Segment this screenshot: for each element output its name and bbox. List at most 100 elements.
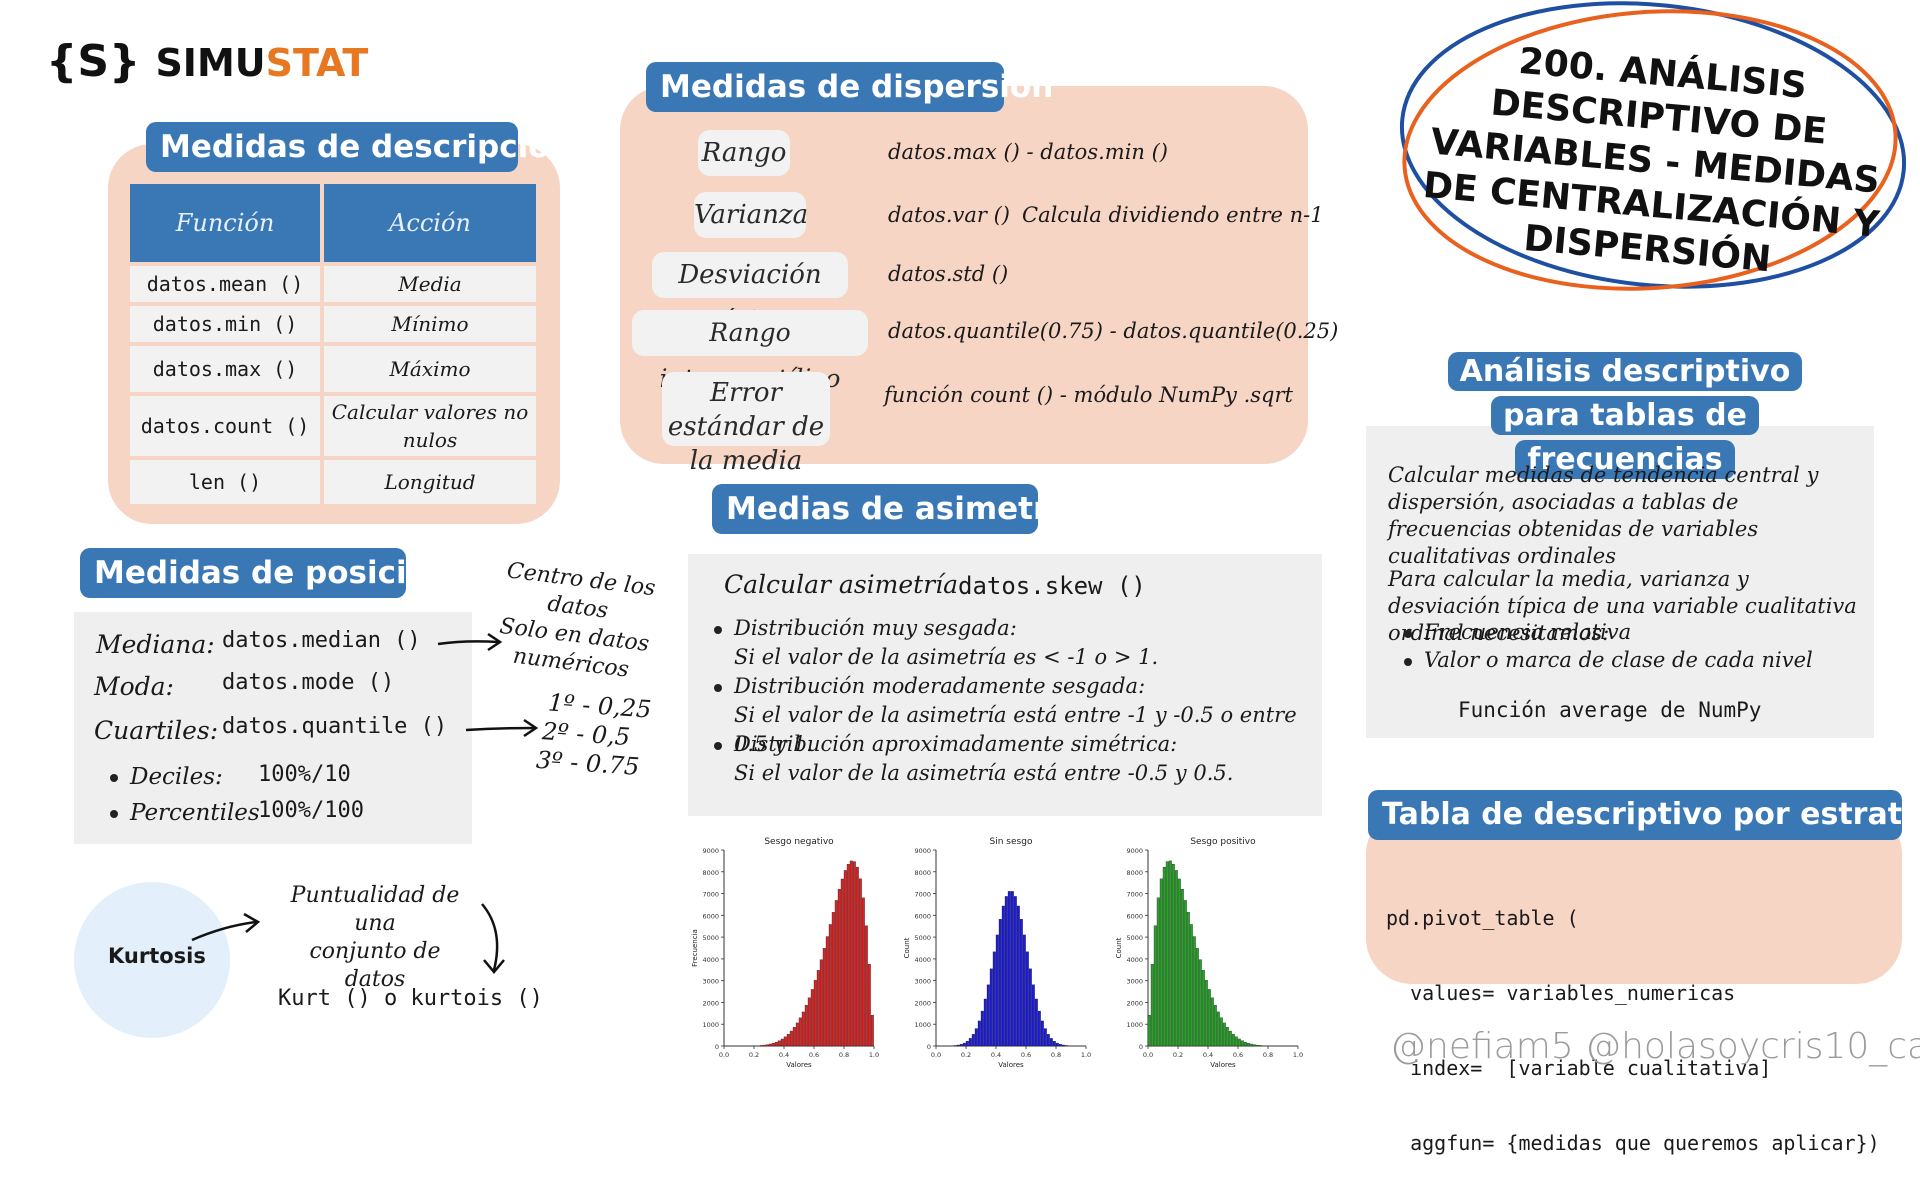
chart-title: Sesgo negativo	[764, 837, 834, 847]
histogram-bar	[1064, 1045, 1068, 1047]
histogram-bar	[1168, 860, 1172, 1047]
histogram-bar	[831, 912, 835, 1047]
frecuencias-p2: Para calcular la media, varianza y desvi…	[1388, 567, 1857, 645]
histogram-bar	[1046, 1034, 1050, 1047]
social-handles: @nefiam5 @holasoycris10_cau	[1390, 1026, 1920, 1067]
y-tick-label: 3000	[702, 978, 719, 986]
x-tick-label: 0.0	[719, 1051, 729, 1059]
y-tick-label: 5000	[914, 934, 931, 942]
asimetria-panel	[688, 554, 1322, 816]
histogram-bar	[1183, 900, 1187, 1047]
histogram-bar	[1225, 1027, 1229, 1047]
histogram-bar	[1174, 870, 1178, 1047]
histogram-bar	[1255, 1044, 1259, 1047]
histogram-bar	[983, 998, 987, 1047]
histogram-bar	[870, 1015, 874, 1047]
y-axis-label: Frecuencia	[691, 929, 699, 967]
y-tick-label: 1000	[1126, 1021, 1143, 1029]
histogram-bar	[1052, 1041, 1056, 1047]
y-axis-label: Count	[1115, 937, 1123, 958]
histogram-bar	[1228, 1030, 1232, 1047]
histogram-bar	[1177, 878, 1181, 1047]
x-tick-label: 0.0	[1143, 1051, 1153, 1059]
table-row: datos.min () Mínimo	[130, 306, 536, 342]
table-row: datos.mean () Media	[130, 266, 536, 302]
histogram-bar	[762, 1044, 766, 1047]
header-accion: Acción	[324, 184, 536, 262]
y-tick-label: 7000	[914, 891, 931, 899]
histogram-bar	[1258, 1045, 1262, 1047]
histogram-bar	[1219, 1017, 1223, 1047]
x-tick-label: 0.6	[809, 1051, 819, 1059]
histogram-bar	[1147, 1015, 1151, 1047]
histogram-bar	[1231, 1034, 1235, 1047]
histogram-bar	[1195, 948, 1199, 1047]
histogram-bar	[837, 888, 841, 1047]
histogram-bar	[1040, 1020, 1044, 1047]
logo-icon: {S}	[46, 36, 141, 87]
posicion-label-moda: Moda:	[94, 672, 174, 701]
histogram-bar	[783, 1036, 787, 1047]
histogram-bar	[1007, 891, 1011, 1047]
posicion-code-mediana: datos.median ()	[222, 628, 421, 653]
histogram-bar	[798, 1017, 802, 1047]
histogram-bar	[1240, 1040, 1244, 1047]
asimetria-calc-code: datos.skew ()	[958, 572, 1146, 600]
histogram-bar	[1243, 1041, 1247, 1047]
histogram-bar	[1165, 861, 1169, 1047]
histogram-bar	[1055, 1042, 1059, 1047]
posicion-code-moda: datos.mode ()	[222, 670, 395, 695]
histogram-bar	[849, 860, 853, 1047]
main-title: 200. ANÁLISIS DESCRIPTIVO DE VARIABLES -…	[1421, 40, 1882, 281]
posicion-code-cuartiles: datos.quantile ()	[222, 714, 448, 739]
y-tick-label: 0	[1139, 1043, 1143, 1051]
kurtosis-label: Kurtosis	[108, 944, 206, 968]
header-funcion: Función	[130, 184, 320, 262]
histogram-bar	[828, 924, 832, 1047]
histogram-bar	[962, 1042, 966, 1047]
histogram-bar	[995, 934, 999, 1047]
y-tick-label: 8000	[914, 869, 931, 877]
estratos-title: Tabla de descriptivo por estratos	[1368, 790, 1920, 840]
y-tick-label: 4000	[1126, 956, 1143, 964]
dispersion-value-iqr: datos.quantile(0.75) - datos.quantile(0.…	[888, 319, 1339, 343]
x-tick-label: 0.8	[1263, 1051, 1273, 1059]
arrow-cuartiles	[465, 718, 539, 738]
histogram-bar	[992, 951, 996, 1047]
dispersion-note-varianza: Calcula dividiendo entre n-1	[1022, 203, 1324, 227]
dispersion-label-std: Desviación típica	[652, 252, 848, 336]
y-tick-label: 9000	[914, 847, 931, 855]
histogram-bar	[867, 964, 871, 1047]
x-tick-label: 0.8	[839, 1051, 849, 1059]
histogram-bar	[795, 1022, 799, 1047]
dispersion-label-rango: Rango	[698, 130, 790, 176]
kurtosis-code: Kurt () o kurtois ()	[278, 986, 543, 1011]
histogram-bar	[1189, 924, 1193, 1047]
frecuencias-bullet: Frecuencia relativa	[1404, 620, 1631, 644]
table-row: datos.max () Máximo	[130, 346, 536, 392]
x-tick-label: 1.0	[869, 1051, 879, 1059]
histogram-bar	[1034, 998, 1038, 1047]
descripcion-title: Medidas de descripción	[146, 122, 572, 172]
posicion-code-deciles: 100%/10	[258, 762, 351, 787]
histogram-bar	[780, 1038, 784, 1047]
posicion-code-percentiles: 100%/100	[258, 798, 364, 823]
histogram-bar	[1237, 1038, 1241, 1047]
histogram-bar	[1234, 1036, 1238, 1047]
histogram-bar	[1001, 905, 1005, 1047]
x-tick-label: 1.0	[1293, 1051, 1303, 1059]
histogram-bar	[1162, 866, 1166, 1047]
brand-logo: {S} SIMUSTAT	[46, 36, 368, 92]
histogram-bar	[852, 861, 856, 1047]
x-tick-label: 0.4	[991, 1051, 1001, 1059]
y-tick-label: 4000	[702, 956, 719, 964]
histogram-bar	[840, 878, 844, 1047]
histogram-bar	[774, 1041, 778, 1047]
histogram-bar	[789, 1030, 793, 1047]
x-tick-label: 1.0	[1081, 1051, 1091, 1059]
histogram-bar	[1043, 1028, 1047, 1047]
x-tick-label: 0.4	[779, 1051, 789, 1059]
histogram-bar	[1159, 878, 1163, 1047]
arrow-mediana	[437, 632, 503, 652]
y-tick-label: 2000	[702, 999, 719, 1007]
